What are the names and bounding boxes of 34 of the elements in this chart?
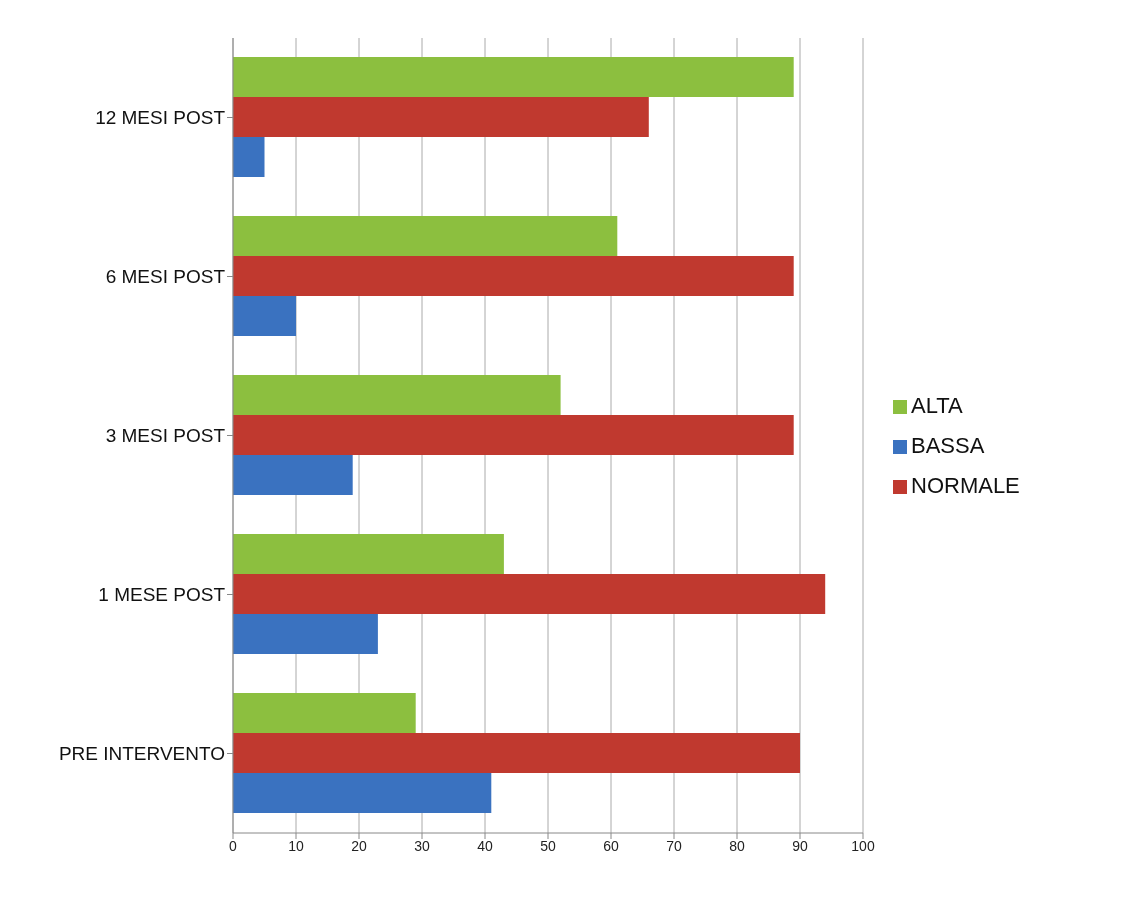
bar (233, 375, 561, 416)
bar (233, 57, 794, 98)
x-tick-label: 90 (792, 837, 808, 854)
y-tick-label: 12 MESI POST (95, 107, 226, 129)
bar (233, 296, 296, 337)
x-tick-label: 50 (540, 837, 556, 854)
bar (233, 415, 794, 456)
legend-label: BASSA (911, 432, 985, 458)
x-tick-label: 40 (477, 837, 493, 854)
bar (233, 773, 492, 814)
y-tick-label: 3 MESI POST (105, 425, 226, 447)
x-tick-label: 20 (351, 837, 367, 854)
x-tick-label: 10 (288, 837, 304, 854)
bar (233, 216, 618, 257)
bar (233, 534, 504, 575)
x-tick-label: 60 (603, 837, 619, 854)
y-tick-label: PRE INTERVENTO (58, 743, 225, 765)
y-tick-label: 6 MESI POST (105, 266, 226, 288)
bar (233, 256, 794, 297)
x-tick-label: 0 (229, 837, 238, 854)
legend-label: NORMALE (911, 472, 1020, 498)
y-tick-label: 1 MESE POST (98, 584, 226, 606)
bar (233, 574, 826, 615)
x-tick-label: 80 (729, 837, 745, 854)
bar (233, 614, 378, 655)
bar (233, 455, 353, 496)
bar (233, 693, 416, 734)
x-tick-label: 100 (851, 837, 875, 854)
x-tick-label: 30 (414, 837, 430, 854)
bar (233, 97, 649, 138)
x-tick-label: 70 (666, 837, 682, 854)
legend-label: ALTA (911, 392, 963, 418)
bar (233, 137, 265, 178)
bar (233, 733, 800, 774)
